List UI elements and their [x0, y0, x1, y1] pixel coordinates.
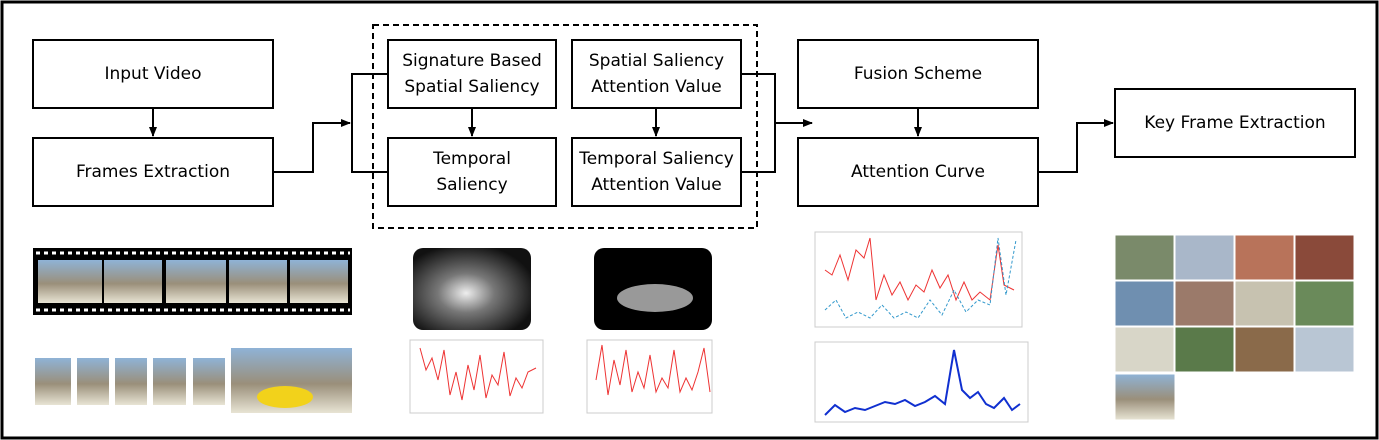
box-label: Spatial Saliency — [589, 51, 724, 71]
process-box — [571, 39, 742, 109]
key-frame — [1294, 280, 1355, 327]
process-box — [387, 137, 557, 207]
connectors — [149, 73, 1114, 173]
key-frame-mosaic — [1114, 234, 1355, 421]
box-label: Attention Curve — [851, 162, 985, 182]
mini-chart — [586, 339, 713, 414]
mini-chart — [409, 339, 544, 414]
key-frame — [1114, 373, 1176, 421]
box-label: Temporal — [432, 149, 511, 169]
mini-chart — [814, 341, 1029, 423]
temporal-map — [594, 248, 712, 330]
box-label: Key Frame Extraction — [1144, 113, 1325, 133]
frame-thumbnails — [35, 348, 352, 413]
key-frame — [1174, 234, 1235, 281]
process-box — [797, 39, 1039, 109]
box-label: Temporal Saliency — [578, 149, 734, 169]
process-box — [387, 39, 557, 109]
process-box — [1114, 88, 1356, 158]
group-box — [372, 24, 758, 229]
key-frame — [1234, 280, 1295, 327]
process-box — [797, 137, 1039, 207]
box-label: Attention Value — [591, 175, 722, 195]
key-frame — [1174, 280, 1235, 327]
process-box — [32, 39, 274, 109]
film-strip — [33, 248, 352, 315]
key-frame — [1234, 234, 1295, 281]
key-frame — [1114, 280, 1175, 327]
key-frame — [1174, 326, 1235, 373]
box-label: Fusion Scheme — [854, 64, 982, 84]
key-frame — [1114, 326, 1175, 373]
saliency-map — [413, 248, 531, 330]
box-label: Frames Extraction — [76, 162, 230, 182]
key-frame — [1294, 326, 1355, 373]
box-label: Input Video — [104, 64, 201, 84]
process-box — [571, 137, 742, 207]
key-frame — [1294, 234, 1355, 281]
mini-chart — [814, 231, 1023, 328]
key-frame — [1114, 234, 1175, 281]
box-label: Attention Value — [591, 77, 722, 97]
process-box — [32, 137, 274, 207]
box-label: Signature Based — [402, 51, 542, 71]
box-label: Spatial Saliency — [404, 77, 539, 97]
key-frame — [1234, 326, 1295, 373]
box-label: Saliency — [436, 175, 507, 195]
